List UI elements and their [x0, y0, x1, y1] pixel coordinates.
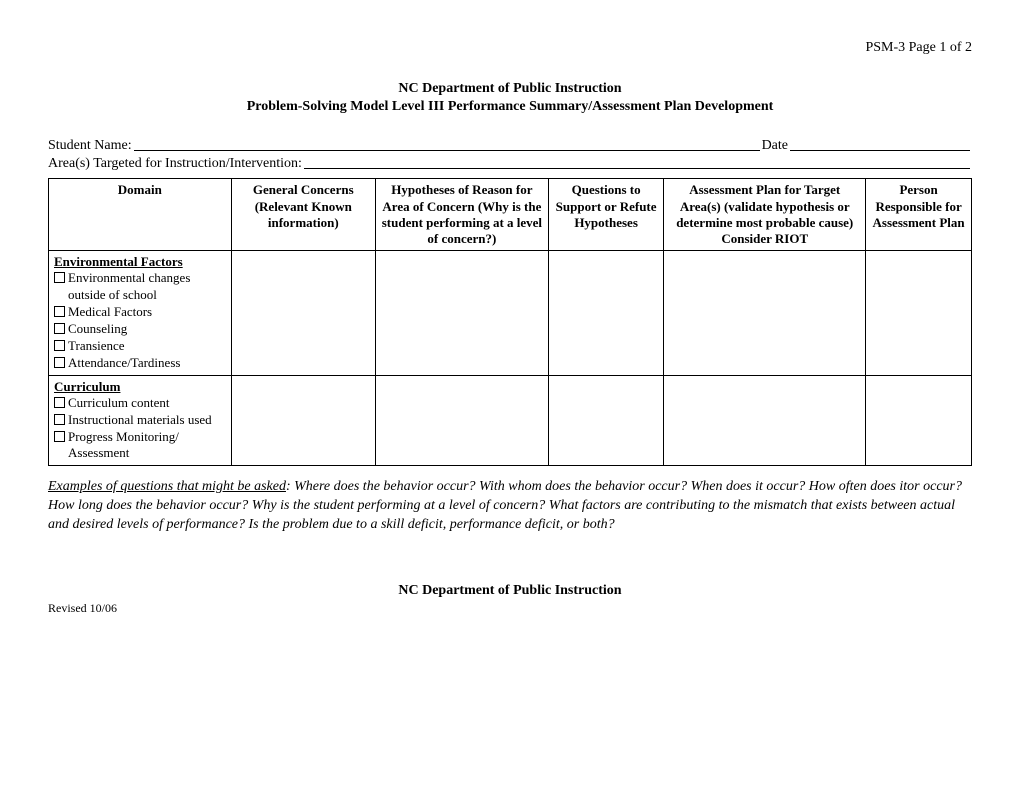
assessment-table: Domain General Concerns (Relevant Known …: [48, 178, 972, 466]
cell-questions[interactable]: [548, 251, 663, 375]
th-plan: Assessment Plan for Target Area(s) (vali…: [664, 179, 866, 251]
checkbox[interactable]: [54, 357, 65, 368]
cell-plan[interactable]: [664, 251, 866, 375]
cell-questions[interactable]: [548, 375, 663, 466]
checkbox[interactable]: [54, 306, 65, 317]
cell-person[interactable]: [866, 375, 972, 466]
date-input-line[interactable]: [790, 138, 970, 151]
checkbox-label: Transience: [68, 338, 125, 355]
examples-text: Examples of questions that might be aske…: [48, 478, 972, 535]
footer-title: NC Department of Public Instruction: [48, 583, 972, 599]
date-label: Date: [762, 138, 788, 154]
checkbox[interactable]: [54, 272, 65, 283]
cell-plan[interactable]: [664, 375, 866, 466]
title-line-2: Problem-Solving Model Level III Performa…: [48, 98, 972, 116]
student-name-label: Student Name:: [48, 138, 132, 154]
cell-hypotheses[interactable]: [375, 375, 548, 466]
examples-lead: Examples of questions that might be aske…: [48, 479, 286, 494]
area-targeted-input-line[interactable]: [304, 156, 970, 169]
row-title: Curriculum: [54, 379, 226, 395]
student-name-input-line[interactable]: [134, 138, 760, 151]
checkbox[interactable]: [54, 414, 65, 425]
domain-cell-curriculum: Curriculum Curriculum content Instructio…: [49, 375, 232, 466]
area-targeted-label: Area(s) Targeted for Instruction/Interve…: [48, 156, 302, 172]
title-block: NC Department of Public Instruction Prob…: [48, 80, 972, 116]
table-row: Environmental Factors Environmental chan…: [49, 251, 972, 375]
th-questions: Questions to Support or Refute Hypothese…: [548, 179, 663, 251]
checkbox-label: Counseling: [68, 321, 127, 338]
revised-note: Revised 10/06: [48, 601, 972, 616]
row-title: Environmental Factors: [54, 254, 226, 270]
checkbox-label: Environmental changes outside of school: [68, 270, 226, 304]
checkbox[interactable]: [54, 431, 65, 442]
domain-cell-environmental: Environmental Factors Environmental chan…: [49, 251, 232, 375]
checkbox-label: Instructional materials used: [68, 412, 212, 429]
cell-person[interactable]: [866, 251, 972, 375]
cell-hypotheses[interactable]: [375, 251, 548, 375]
title-line-1: NC Department of Public Instruction: [48, 80, 972, 98]
checkbox-label: Curriculum content: [68, 395, 169, 412]
checkbox-label: Progress Monitoring/ Assessment: [68, 429, 226, 463]
th-hypotheses: Hypotheses of Reason for Area of Concern…: [375, 179, 548, 251]
cell-general[interactable]: [231, 251, 375, 375]
cell-general[interactable]: [231, 375, 375, 466]
checkbox-label: Medical Factors: [68, 304, 152, 321]
page-id: PSM-3 Page 1 of 2: [48, 40, 972, 56]
checkbox-label: Attendance/Tardiness: [68, 355, 180, 372]
form-fields: Student Name: Date Area(s) Targeted for …: [48, 138, 972, 172]
table-row: Curriculum Curriculum content Instructio…: [49, 375, 972, 466]
checkbox[interactable]: [54, 323, 65, 334]
th-domain: Domain: [49, 179, 232, 251]
checkbox[interactable]: [54, 340, 65, 351]
th-person: Person Responsible for Assessment Plan: [866, 179, 972, 251]
th-general: General Concerns (Relevant Known informa…: [231, 179, 375, 251]
checkbox[interactable]: [54, 397, 65, 408]
